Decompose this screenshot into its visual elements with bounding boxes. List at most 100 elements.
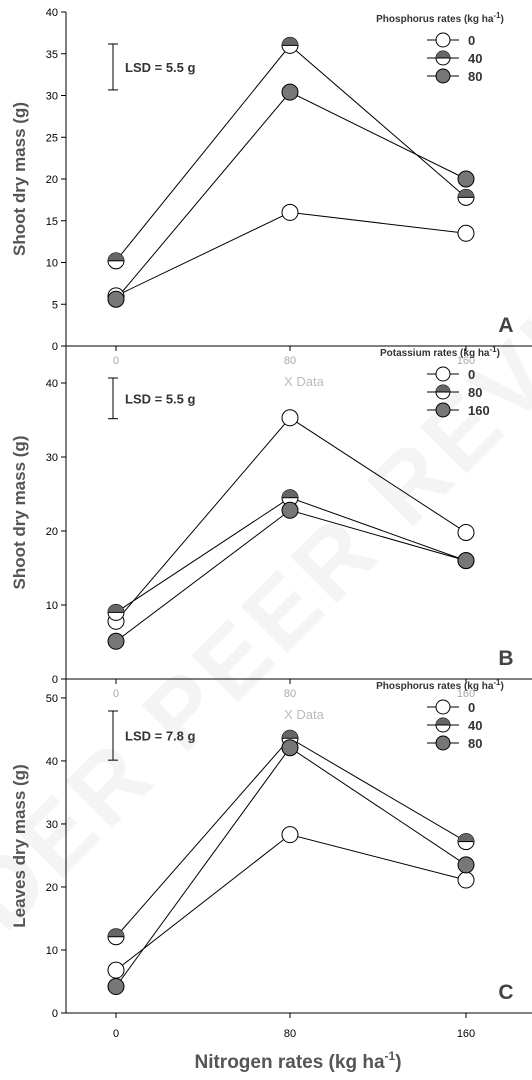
panel-a: 0 5 10 15 20 25 30 35 40 0 80 160 Shoot dry mass (g)…: [10, 7, 532, 367]
data-point-circle: [457, 170, 475, 188]
legend: Phosphorus rates (kg ha-1) 0 40 80: [376, 11, 504, 84]
data-point: [281, 83, 299, 101]
panel-letter: C: [498, 981, 513, 1004]
legend-marker: [435, 68, 451, 84]
legend: Phosphorus rates (kg ha-1) 0 40 80: [376, 678, 504, 751]
legend-marker: [435, 402, 451, 418]
legend-label: 40: [468, 718, 482, 733]
lsd-label: LSD = 7.8 g: [125, 729, 195, 744]
data-point-circle: [281, 826, 299, 844]
legend-marker-circle: [435, 32, 451, 48]
y-tick-label: 0: [52, 341, 58, 353]
y-tick-label: 0: [52, 674, 58, 686]
data-point: [281, 409, 299, 427]
data-point-fill: [458, 833, 474, 842]
data-point-fill: [108, 604, 124, 613]
y-tick-label: 40: [46, 756, 58, 768]
legend-title-text: Phosphorus rates (kg ha: [376, 681, 494, 692]
y-tick-label: 20: [46, 882, 58, 894]
data-point: [457, 856, 475, 874]
data-point-circle: [457, 552, 475, 570]
y-tick-label: 35: [46, 49, 58, 61]
data-point-circle: [281, 83, 299, 101]
data-point: [107, 632, 125, 650]
data-point: [457, 871, 475, 889]
data-point: [281, 203, 299, 221]
data-point: [107, 603, 125, 621]
legend-label: 80: [468, 736, 482, 751]
legend-marker-circle: [435, 366, 451, 382]
legend-title-sup: -1: [493, 678, 501, 687]
data-point-circle: [107, 290, 125, 308]
panel-c: 0 10 20 30 40 50 0 80 160 X Data Leaves dry mass (…: [10, 678, 532, 1040]
legend-title-sup: -1: [490, 345, 498, 354]
legend-marker-fill: [436, 718, 450, 725]
y-tick-label: 25: [46, 132, 58, 144]
data-point: [457, 224, 475, 242]
y-tick-label: 30: [46, 91, 58, 103]
data-point: [281, 739, 299, 757]
data-point-circle: [107, 961, 125, 979]
series-line-0: [115, 834, 467, 971]
x-tick-label: 160: [457, 1028, 475, 1040]
data-point-circle: [457, 523, 475, 541]
y-tick-label: 15: [46, 216, 58, 228]
data-point-fill: [282, 489, 298, 498]
legend-marker-circle: [435, 68, 451, 84]
data-point: [457, 170, 475, 188]
data-point: [457, 833, 475, 851]
legend-label: 0: [468, 367, 475, 382]
data-point-circle: [107, 978, 125, 996]
y-tick-label: 5: [52, 299, 58, 311]
x-data-ghost-label: X Data: [284, 707, 325, 722]
data-point: [281, 501, 299, 519]
y-axis-label: Shoot dry mass (g): [10, 436, 29, 590]
panel-letter: B: [498, 647, 513, 670]
data-point-circle: [457, 856, 475, 874]
y-axis-label: Leaves dry mass (g): [10, 764, 29, 927]
data-point: [281, 489, 299, 507]
legend-marker: [435, 50, 451, 66]
legend-label: 160: [468, 403, 490, 418]
data-point-circle: [281, 501, 299, 519]
legend-marker: [435, 717, 451, 733]
y-tick-label: 40: [46, 7, 58, 19]
x-tick-label: 160: [457, 355, 475, 367]
legend-title-end: ): [497, 348, 500, 359]
data-point: [457, 523, 475, 541]
legend-title-end: ): [501, 681, 504, 692]
y-tick-label: 20: [46, 174, 58, 186]
legend-marker: [435, 735, 451, 751]
legend-marker: [435, 32, 451, 48]
y-tick-label: 10: [46, 258, 58, 270]
legend: Potassium rates (kg ha-1) 0 80 160: [380, 345, 500, 418]
panel-b: 0 10 20 30 40 0 80 160 X Data Shoot dry mass (g) L…: [10, 345, 532, 700]
x-axis-label: Nitrogen rates (kg ha-1): [194, 1049, 401, 1073]
data-point-circle: [107, 632, 125, 650]
legend-marker: [435, 366, 451, 382]
lsd-bar: [108, 710, 118, 761]
x-tick-label: 80: [284, 355, 296, 367]
y-tick-label: 20: [46, 526, 58, 538]
x-data-ghost-label: X Data: [284, 374, 325, 389]
watermark: UNDER PEER REVIEW: [0, 177, 532, 1057]
data-point-fill: [458, 189, 474, 198]
y-tick-label: 10: [46, 600, 58, 612]
data-point-circle: [457, 224, 475, 242]
data-point-fill: [108, 928, 124, 937]
data-point: [107, 961, 125, 979]
data-point: [107, 978, 125, 996]
data-point-circle: [281, 203, 299, 221]
data-point-fill: [282, 37, 298, 46]
data-point-fill: [282, 730, 298, 739]
legend-label: 80: [468, 69, 482, 84]
panel-letter: A: [498, 314, 513, 337]
y-tick-label: 40: [46, 378, 58, 390]
data-point-circle: [281, 739, 299, 757]
x-tick-label: 80: [284, 1028, 296, 1040]
x-tick-label: 0: [113, 1028, 119, 1040]
legend-title: Potassium rates (kg ha-1): [380, 345, 500, 359]
legend-label: 40: [468, 51, 482, 66]
legend-marker: [435, 384, 451, 400]
legend-label: 80: [468, 385, 482, 400]
